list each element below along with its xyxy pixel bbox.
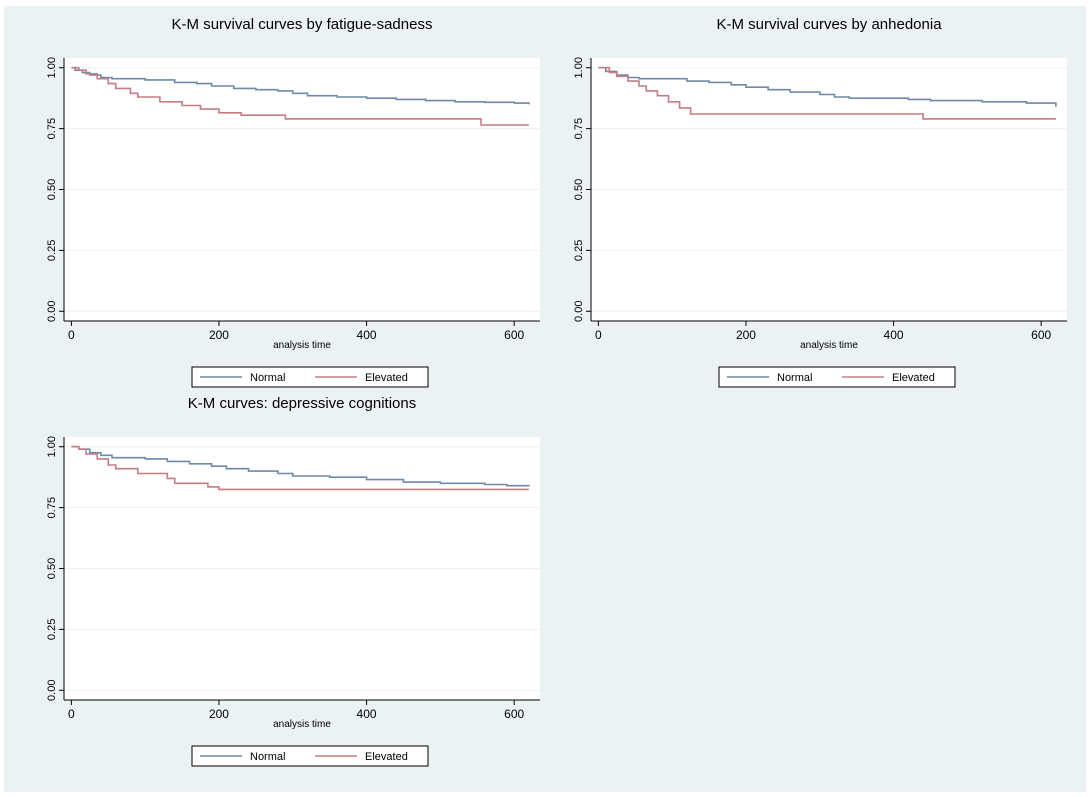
x-tick-label: 400	[357, 707, 377, 721]
y-tick-label: 0.00	[46, 301, 58, 322]
legend-box	[191, 366, 429, 388]
chart-panel-2: K-M survival curves by anhedonia 0.00 0.25…	[573, 16, 1067, 388]
y-tick-label: 0.50	[46, 179, 58, 200]
y-tick-label: 0.75	[46, 118, 58, 139]
legend-label-elevated: Elevated	[892, 372, 935, 384]
chart-panel-3: K-M curves: depressive cognitions 0.00 0.2…	[46, 395, 540, 767]
x-tick-label: 600	[504, 328, 524, 342]
x-tick-label: 400	[357, 328, 377, 342]
y-tick-label: 0.25	[46, 619, 58, 640]
y-tick-label: 0.00	[573, 301, 585, 322]
legend: Normal Elevated	[191, 366, 429, 388]
y-tick-label: 0.25	[573, 240, 585, 261]
x-axis-label: analysis time	[273, 719, 331, 730]
chart-panel-1: K-M survival curves by fatigue-sadness 0.…	[46, 16, 540, 388]
chart-title: K-M survival curves by anhedonia	[716, 16, 942, 33]
series-line-elevated	[71, 445, 529, 491]
x-tick-label: 200	[209, 707, 229, 721]
x-tick-label: 0	[595, 328, 602, 342]
y-tick-label: 0.00	[46, 680, 58, 701]
y-tick-label: 1.00	[46, 436, 58, 457]
legend-label-normal: Normal	[777, 372, 812, 384]
x-tick-label: 200	[736, 328, 756, 342]
km-survival-figure: K-M survival curves by fatigue-sadness 0.…	[46, 16, 1067, 767]
series-line-normal	[71, 445, 530, 487]
legend-box	[191, 745, 429, 767]
y-tick-label: 0.50	[46, 558, 58, 579]
y-tick-label: 0.50	[573, 179, 585, 200]
legend: Normal Elevated	[191, 745, 429, 767]
x-tick-label: 600	[1031, 328, 1051, 342]
legend: Normal Elevated	[718, 366, 956, 388]
figure-background: K-M survival curves by fatigue-sadness 0.…	[4, 6, 1086, 792]
x-tick-label: 0	[68, 707, 75, 721]
y-tick-label: 1.00	[46, 57, 58, 78]
series-line-elevated	[598, 66, 1056, 120]
legend-label-elevated: Elevated	[365, 372, 408, 384]
x-axis-label: analysis time	[800, 340, 858, 351]
legend-label-normal: Normal	[250, 372, 285, 384]
x-axis-label: analysis time	[273, 340, 331, 351]
y-tick-label: 1.00	[573, 57, 585, 78]
chart-title: K-M survival curves by fatigue-sadness	[172, 16, 433, 33]
x-tick-label: 0	[68, 328, 75, 342]
x-tick-label: 400	[884, 328, 904, 342]
y-tick-label: 0.75	[46, 497, 58, 518]
legend-label-normal: Normal	[250, 751, 285, 763]
series-line-elevated	[71, 66, 529, 126]
x-tick-label: 200	[209, 328, 229, 342]
y-tick-label: 0.25	[46, 240, 58, 261]
series-line-normal	[71, 66, 530, 105]
legend-label-elevated: Elevated	[365, 751, 408, 763]
y-tick-label: 0.75	[573, 118, 585, 139]
x-tick-label: 600	[504, 707, 524, 721]
chart-title: K-M curves: depressive cognitions	[188, 395, 416, 412]
legend-box	[718, 366, 956, 388]
